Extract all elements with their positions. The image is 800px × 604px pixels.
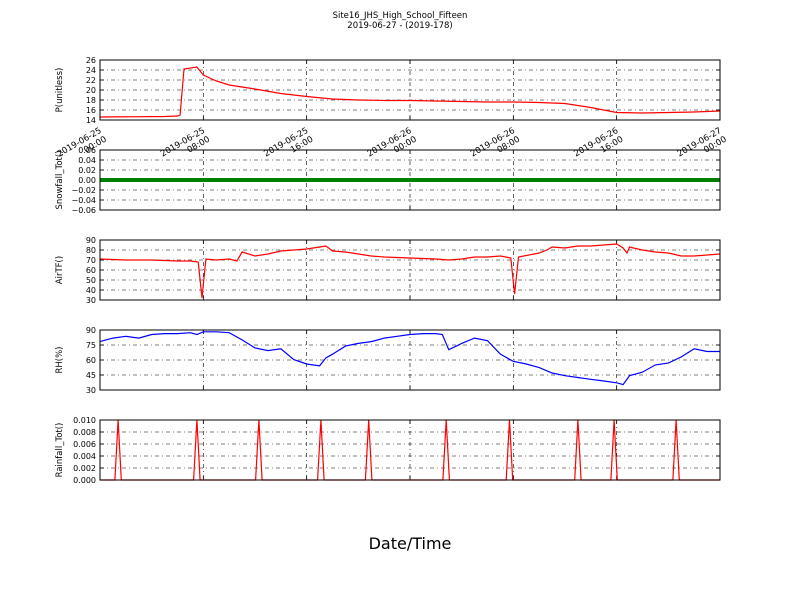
y-tick-label: 0.010	[73, 416, 96, 425]
y-tick-label: 30	[86, 296, 96, 305]
y-tick-label: 0.000	[73, 476, 96, 485]
y-axis-label: P(unitless)	[55, 68, 65, 113]
y-tick-label: 16	[86, 106, 96, 115]
y-tick-label: 0.004	[73, 452, 96, 461]
y-tick-label: 22	[86, 76, 96, 85]
chart-subtitle: 2019-06-27 - (2019-178)	[347, 21, 453, 31]
data-series-line	[99, 243, 721, 299]
plot-frame	[99, 239, 721, 301]
y-tick-label: 14	[86, 116, 96, 125]
y-tick-label: −0.06	[71, 206, 96, 215]
y-tick-label: 90	[86, 236, 96, 245]
y-tick-label: 0.008	[73, 428, 96, 437]
subplot-2: −0.06−0.04−0.020.000.020.040.06 Snowfall_…	[55, 146, 721, 215]
plot-frame	[99, 419, 721, 481]
y-tick-label: 0.02	[78, 166, 96, 175]
x-tick-label: 2019-06-2700:00	[676, 126, 729, 168]
y-tick-label: 70	[86, 256, 96, 265]
y-axis-label: AirTF()	[55, 256, 65, 284]
y-tick-label: 40	[86, 286, 96, 295]
y-tick-label: 30	[86, 386, 96, 395]
y-axis-label: RH(%)	[55, 346, 65, 373]
y-tick-label: −0.02	[71, 186, 96, 195]
x-tick-label: 2019-06-2516:00	[262, 126, 315, 168]
y-tick-label: 90	[86, 326, 96, 335]
y-tick-label: 75	[86, 341, 96, 350]
y-tick-label: 18	[86, 96, 96, 105]
y-tick-label: 50	[86, 276, 96, 285]
plot-frame	[99, 149, 721, 211]
y-tick-label: 20	[86, 86, 96, 95]
y-tick-label: 80	[86, 246, 96, 255]
chart-title-block: Site16_JHS_High_School_Fifteen 2019-06-2…	[0, 11, 800, 31]
y-tick-label: 0.00	[78, 176, 96, 185]
y-tick-label: 60	[86, 266, 96, 275]
y-tick-label: 60	[86, 356, 96, 365]
y-tick-label: −0.04	[71, 196, 96, 205]
y-tick-label: 0.04	[78, 156, 96, 165]
x-tick-label: 2019-06-2508:00	[159, 126, 212, 168]
subplot-5: 0.000 0.002 0.004 0.006 0.008 0.010 Rainfall_T…	[55, 416, 721, 485]
y-tick-label: 0.06	[78, 146, 96, 155]
plot-frame	[99, 329, 721, 391]
y-axis-label: Rainfall_Tot()	[55, 423, 65, 478]
y-tick-label: 26	[86, 56, 96, 65]
y-tick-label: 0.006	[73, 440, 96, 449]
y-tick-label: 45	[86, 371, 96, 380]
x-tick-label: 2019-06-2600:00	[366, 126, 419, 168]
x-tick-label: 2019-06-2608:00	[469, 126, 522, 168]
y-axis-label: Snowfall_Tot()	[55, 150, 65, 209]
subplot-4: 30 45 60 75 90 RH(%)	[55, 326, 721, 395]
chart-title: Site16_JHS_High_School_Fifteen	[332, 11, 468, 21]
y-tick-label: 0.002	[73, 464, 96, 473]
plot-frame	[99, 59, 721, 121]
x-tick-label: 2019-06-2616:00	[572, 126, 625, 168]
data-series-line	[99, 66, 721, 118]
x-axis-label: Date/Time	[368, 534, 452, 553]
y-tick-label: 24	[86, 66, 96, 75]
data-series-line	[99, 331, 720, 386]
subplot-1: 14161820222426P(unitless)2019-06-2500:00…	[55, 56, 729, 168]
